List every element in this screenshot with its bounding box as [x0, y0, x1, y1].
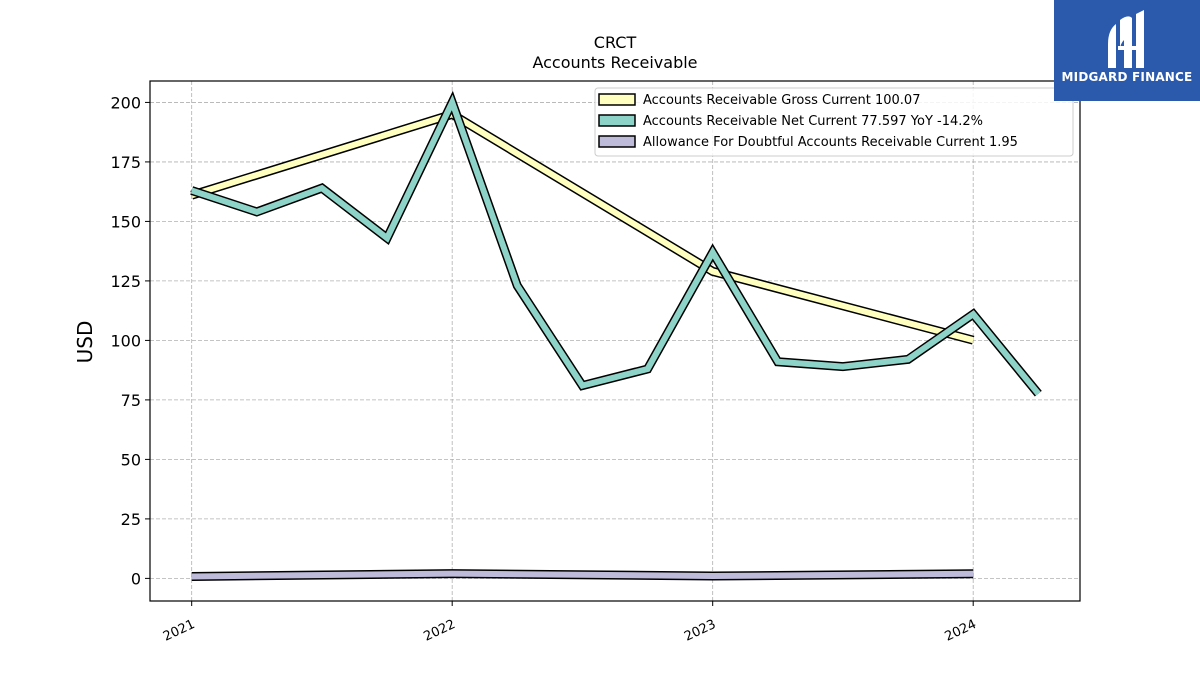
brand-logo: MIDGARD FINANCE	[1054, 0, 1200, 101]
y-tick-label: 200	[110, 93, 141, 112]
y-tick-label: 0	[131, 569, 141, 588]
legend-entry: Accounts Receivable Gross Current 100.07	[643, 93, 920, 108]
series-layer	[190, 90, 1042, 581]
legend: Accounts Receivable Gross Current 100.07…	[594, 87, 1074, 157]
y-axis-label: USD	[73, 321, 97, 364]
x-tick-label: 2023	[682, 617, 718, 645]
legend-entry: Accounts Receivable Net Current 77.597 Y…	[643, 114, 983, 129]
chart-title: CRCT	[594, 33, 637, 52]
y-tick-label: 50	[121, 450, 141, 469]
y-tick-label: 100	[110, 331, 141, 350]
series-line	[190, 94, 1041, 396]
y-tick-label: 150	[110, 212, 141, 231]
x-axis: 2021 2022 2023 2024	[161, 601, 979, 645]
y-tick-label: 75	[121, 391, 141, 410]
legend-entry: Allowance For Doubtful Accounts Receivab…	[643, 135, 1018, 150]
y-tick-label: 125	[110, 272, 141, 291]
y-tick-label: 175	[110, 153, 141, 172]
chart-subtitle: Accounts Receivable	[532, 53, 697, 72]
logo-text: MIDGARD FINANCE	[1061, 70, 1193, 84]
logo-mark-icon	[1108, 10, 1144, 68]
series-line	[191, 570, 974, 580]
x-tick-label: 2022	[422, 617, 458, 645]
legend-box	[594, 87, 1074, 157]
legend-swatch	[598, 114, 636, 127]
legend-swatch	[598, 135, 636, 148]
legend-swatch	[598, 93, 636, 106]
series-line	[190, 111, 974, 344]
y-axis: 0 25 50 75 100 125 150 175 200	[110, 93, 150, 588]
x-tick-label: 2024	[943, 617, 979, 645]
y-tick-label: 25	[121, 510, 141, 529]
plot-frame	[149, 80, 1081, 602]
x-tick-label: 2021	[161, 617, 197, 645]
